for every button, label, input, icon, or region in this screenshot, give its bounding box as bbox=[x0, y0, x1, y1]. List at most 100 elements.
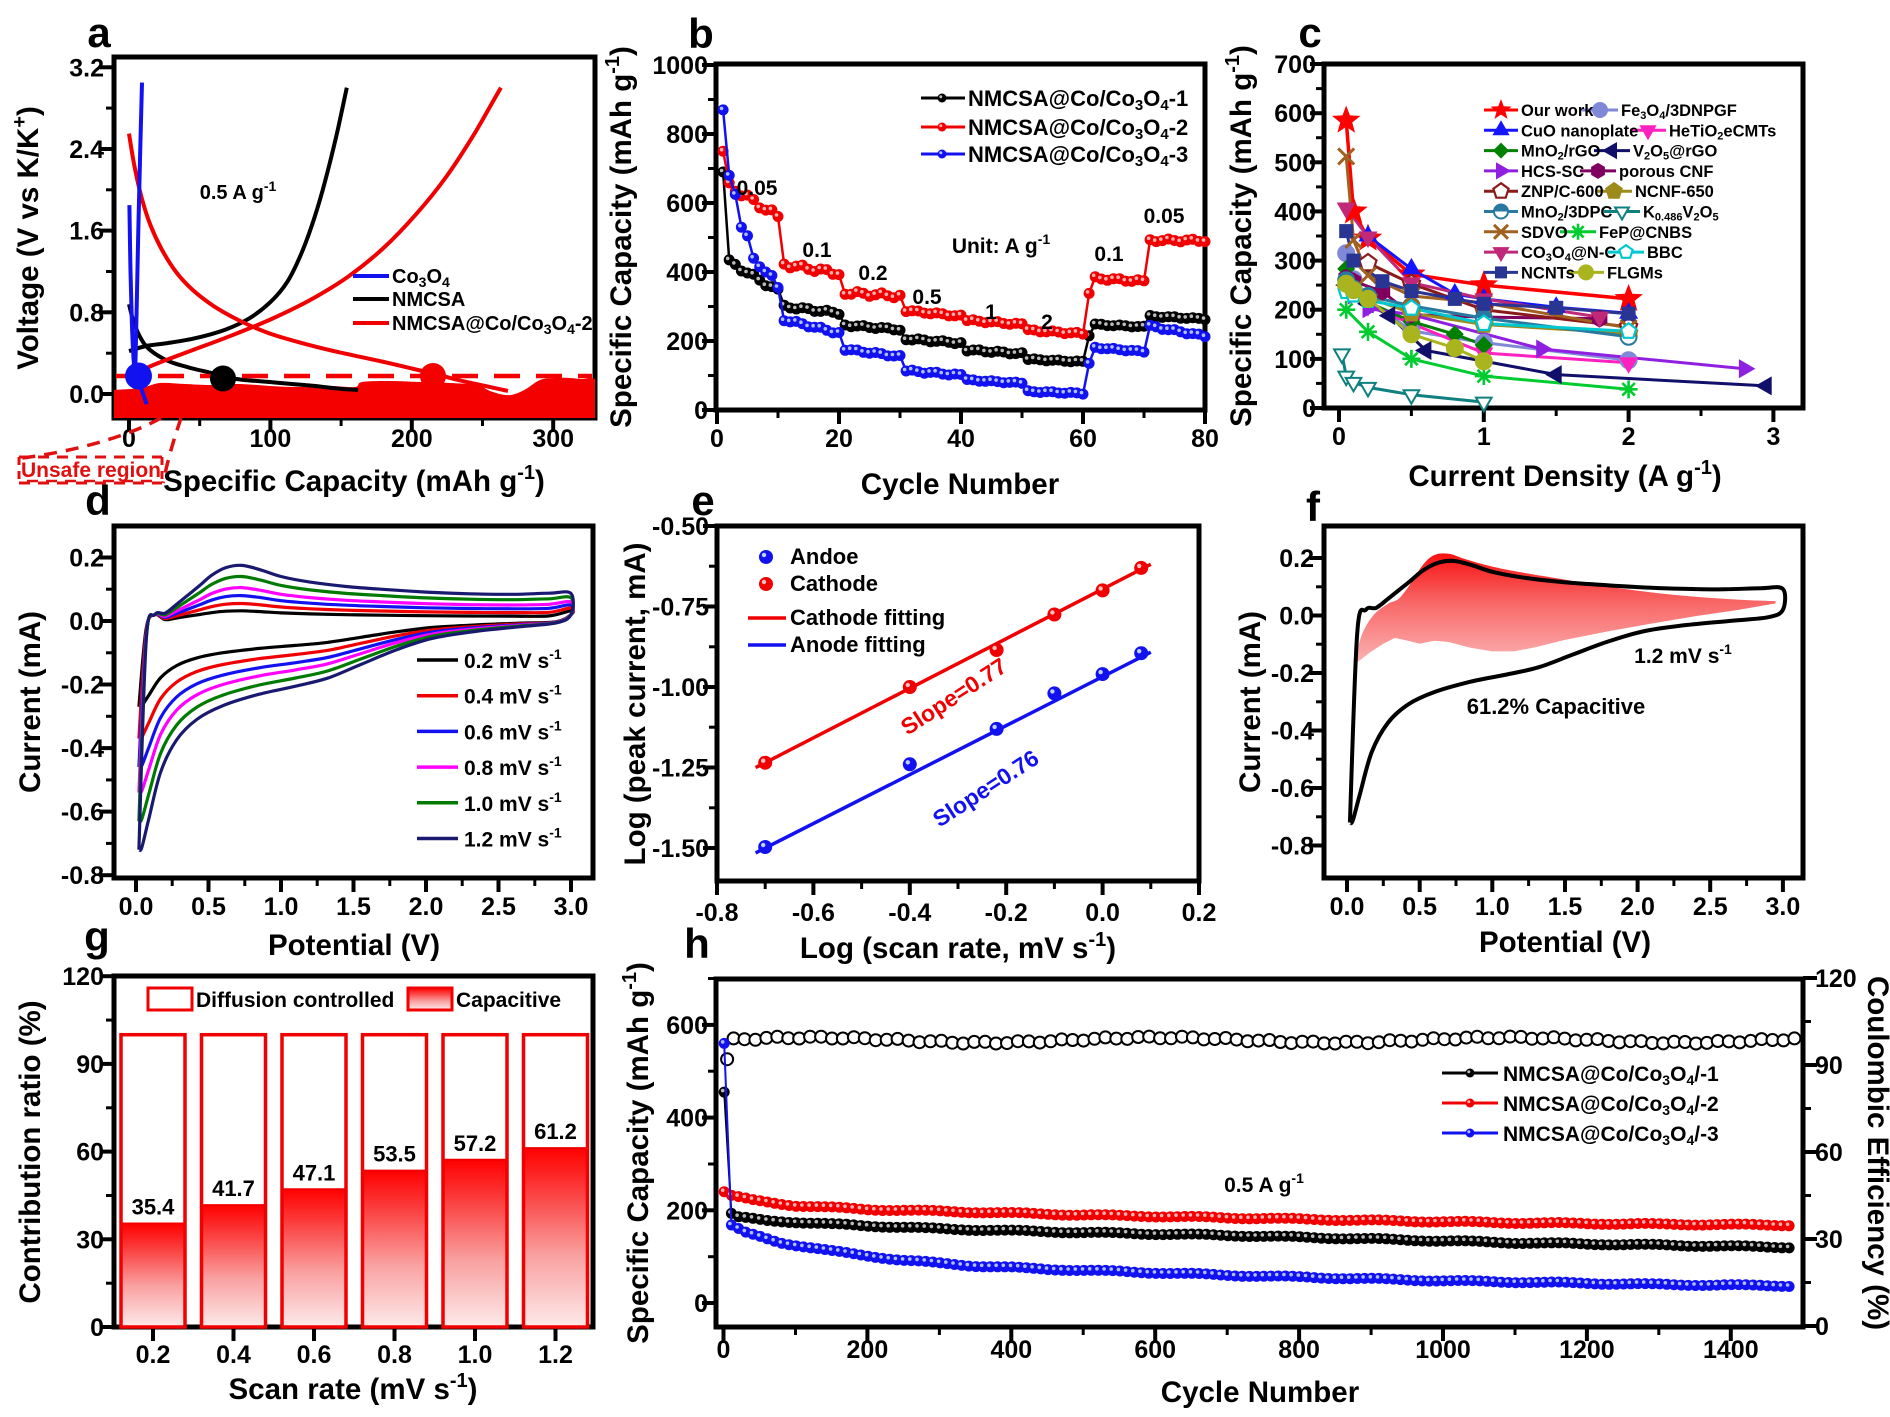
svg-text:Anode fitting: Anode fitting bbox=[790, 632, 926, 657]
svg-text:60: 60 bbox=[76, 1139, 104, 1167]
svg-text:NMCSA@Co/Co3​O4​-1: NMCSA@Co/Co3​O4​-1 bbox=[968, 86, 1188, 114]
svg-text:2.0: 2.0 bbox=[1620, 893, 1655, 921]
svg-text:Our work: Our work bbox=[1521, 102, 1594, 120]
svg-text:-0.2: -0.2 bbox=[61, 672, 104, 700]
svg-text:3.0: 3.0 bbox=[554, 893, 589, 921]
svg-text:60: 60 bbox=[1815, 1139, 1843, 1167]
svg-text:400: 400 bbox=[1274, 198, 1316, 226]
svg-text:0.2: 0.2 bbox=[1182, 899, 1217, 927]
svg-text:Cycle Number: Cycle Number bbox=[861, 468, 1060, 501]
svg-text:0.5 A g-1​: 0.5 A g-1​ bbox=[200, 178, 277, 204]
svg-text:120: 120 bbox=[62, 963, 104, 991]
svg-text:0.0: 0.0 bbox=[1330, 893, 1365, 921]
svg-text:0.0: 0.0 bbox=[1085, 899, 1120, 927]
svg-text:-0.6: -0.6 bbox=[792, 899, 835, 927]
svg-text:0: 0 bbox=[717, 1336, 731, 1364]
svg-text:BBC: BBC bbox=[1647, 244, 1683, 262]
svg-text:NMCSA@Co/Co3​O4​-3: NMCSA@Co/Co3​O4​-3 bbox=[968, 142, 1188, 170]
svg-text:Specific Capacity (mAh g-1​): Specific Capacity (mAh g-1​) bbox=[602, 46, 638, 428]
svg-text:300: 300 bbox=[532, 425, 574, 453]
svg-text:-0.4: -0.4 bbox=[888, 899, 931, 927]
svg-text:200: 200 bbox=[391, 425, 433, 453]
svg-text:30: 30 bbox=[1815, 1226, 1843, 1254]
svg-text:Current Density (A g-1​): Current Density (A g-1​) bbox=[1408, 457, 1721, 493]
svg-text:-0.4: -0.4 bbox=[1271, 718, 1314, 746]
svg-text:-0.6: -0.6 bbox=[1271, 775, 1314, 803]
svg-text:Unit: A g-1​: Unit: A g-1​ bbox=[952, 231, 1051, 258]
svg-text:100: 100 bbox=[250, 425, 292, 453]
svg-text:1200: 1200 bbox=[1559, 1336, 1615, 1364]
svg-text:-1.50: -1.50 bbox=[652, 835, 709, 863]
svg-text:0.4: 0.4 bbox=[216, 1341, 251, 1369]
svg-text:2: 2 bbox=[1622, 423, 1636, 451]
svg-text:53.5: 53.5 bbox=[373, 1142, 416, 1167]
svg-text:2.0: 2.0 bbox=[409, 893, 444, 921]
svg-text:-0.2: -0.2 bbox=[985, 899, 1028, 927]
svg-text:80: 80 bbox=[1191, 425, 1219, 453]
svg-text:2: 2 bbox=[1041, 311, 1053, 334]
svg-text:1000: 1000 bbox=[1415, 1336, 1471, 1364]
svg-text:1.0: 1.0 bbox=[458, 1341, 493, 1369]
svg-text:-0.50: -0.50 bbox=[652, 513, 709, 541]
svg-text:Potential (V): Potential (V) bbox=[268, 929, 440, 962]
svg-text:MnO2​/3DPC: MnO2​/3DPC bbox=[1521, 204, 1612, 224]
svg-text:Log (scan rate, mV s-1​): Log (scan rate, mV s-1​) bbox=[800, 929, 1116, 965]
svg-text:0.5 A g-1​: 0.5 A g-1​ bbox=[1224, 1170, 1304, 1197]
svg-text:500: 500 bbox=[1274, 149, 1316, 177]
svg-text:Voltage (V vs K/K+​): Voltage (V vs K/K+​) bbox=[9, 106, 45, 370]
svg-text:CO3​O4​@N-C: CO3​O4​@N-C bbox=[1521, 244, 1616, 264]
svg-text:90: 90 bbox=[1815, 1052, 1843, 1080]
svg-text:0.2 mV s-1​: 0.2 mV s-1​ bbox=[464, 646, 562, 673]
svg-text:1000: 1000 bbox=[652, 52, 708, 80]
svg-text:0.2: 0.2 bbox=[69, 544, 104, 572]
svg-text:HeTiO2​eCMTs: HeTiO2​eCMTs bbox=[1669, 122, 1776, 142]
svg-text:1.0 mV s-1​: 1.0 mV s-1​ bbox=[464, 789, 562, 816]
svg-text:0.05: 0.05 bbox=[1144, 205, 1185, 228]
svg-text:Potential (V): Potential (V) bbox=[1479, 926, 1651, 959]
svg-text:Specific Capacity (mAh g-1​): Specific Capacity (mAh g-1​) bbox=[1222, 45, 1258, 427]
svg-text:200: 200 bbox=[666, 328, 708, 356]
svg-text:-0.6: -0.6 bbox=[61, 799, 104, 827]
svg-text:3: 3 bbox=[1766, 423, 1780, 451]
svg-text:0: 0 bbox=[1815, 1313, 1829, 1341]
svg-text:60: 60 bbox=[1069, 425, 1097, 453]
svg-text:porous CNF: porous CNF bbox=[1619, 163, 1713, 181]
svg-text:0.5: 0.5 bbox=[1402, 893, 1437, 921]
svg-text:Cycle Number: Cycle Number bbox=[1161, 1376, 1360, 1409]
svg-text:700: 700 bbox=[1274, 51, 1316, 79]
svg-text:0.0: 0.0 bbox=[1279, 603, 1314, 631]
svg-text:40: 40 bbox=[947, 425, 975, 453]
svg-text:-1.00: -1.00 bbox=[652, 674, 709, 702]
svg-text:K0.486​V2​O5​: K0.486​V2​O5​ bbox=[1643, 204, 1719, 224]
svg-text:d: d bbox=[85, 477, 111, 524]
svg-text:Cathode: Cathode bbox=[790, 571, 878, 596]
svg-text:2.5: 2.5 bbox=[481, 893, 516, 921]
svg-text:0.05: 0.05 bbox=[737, 177, 778, 200]
svg-text:Current (mA): Current (mA) bbox=[1234, 611, 1267, 793]
svg-text:Coulombic Efficiency (%): Coulombic Efficiency (%) bbox=[1861, 976, 1890, 1330]
svg-text:Capacitive: Capacitive bbox=[456, 989, 561, 1012]
svg-text:600: 600 bbox=[666, 190, 708, 218]
svg-text:SDVO: SDVO bbox=[1521, 224, 1568, 242]
svg-text:1.2 mV s-1​: 1.2 mV s-1​ bbox=[1634, 641, 1732, 668]
svg-text:Scan rate (mV s-1​): Scan rate (mV s-1​) bbox=[229, 1370, 478, 1406]
svg-text:-1.25: -1.25 bbox=[652, 755, 709, 783]
svg-text:f: f bbox=[1306, 483, 1321, 530]
svg-text:1.6: 1.6 bbox=[69, 218, 104, 246]
svg-text:2.4: 2.4 bbox=[69, 136, 104, 164]
svg-text:NMCSA@Co/Co3​O4​-2: NMCSA@Co/Co3​O4​-2 bbox=[392, 313, 593, 337]
svg-text:NMCSA@Co/Co3​O4​/-3: NMCSA@Co/Co3​O4​/-3 bbox=[1503, 1123, 1719, 1148]
svg-text:FeP@CNBS: FeP@CNBS bbox=[1599, 224, 1692, 242]
svg-text:Diffusion controlled: Diffusion controlled bbox=[196, 989, 394, 1012]
svg-text:35.4: 35.4 bbox=[132, 1195, 176, 1220]
svg-text:1.5: 1.5 bbox=[336, 893, 371, 921]
svg-text:1.2: 1.2 bbox=[538, 1341, 573, 1369]
svg-text:30: 30 bbox=[76, 1226, 104, 1254]
svg-text:NMCSA@Co/Co3​O4​-2: NMCSA@Co/Co3​O4​-2 bbox=[968, 115, 1188, 143]
svg-text:g: g bbox=[84, 913, 110, 960]
svg-text:0: 0 bbox=[1332, 423, 1346, 451]
svg-text:100: 100 bbox=[1274, 346, 1316, 374]
svg-text:NCNTs: NCNTs bbox=[1521, 264, 1575, 282]
svg-text:NCNF-650: NCNF-650 bbox=[1635, 183, 1714, 201]
svg-text:600: 600 bbox=[1134, 1336, 1176, 1364]
